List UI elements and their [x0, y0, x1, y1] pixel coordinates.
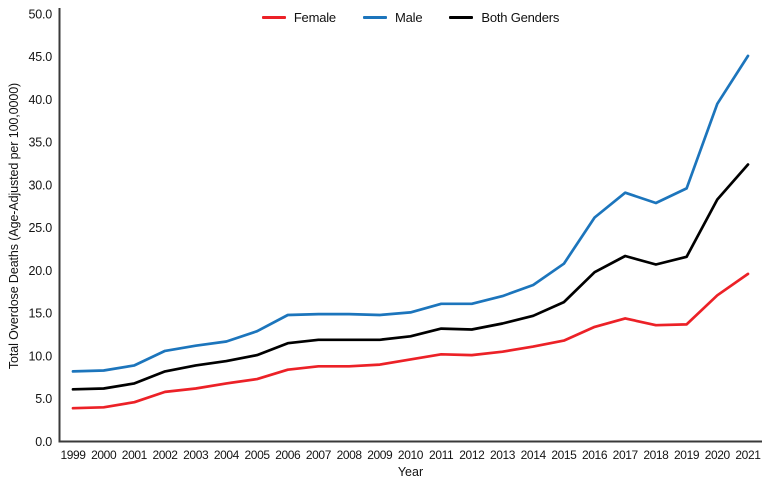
legend-swatch-male: [362, 16, 387, 19]
y-tick-label: 15.0: [28, 307, 52, 321]
legend-label: Female: [293, 10, 336, 25]
x-tick-label: 2001: [122, 448, 148, 462]
y-tick-label: 5.0: [35, 392, 52, 406]
x-tick-label: 2021: [735, 448, 761, 462]
legend-item-female: Female: [261, 10, 336, 25]
x-tick-label: 2016: [582, 448, 608, 462]
x-tick-label: 1999: [60, 448, 86, 462]
y-tick-label: 0.0: [35, 435, 52, 449]
x-tick-label: 2003: [183, 448, 209, 462]
both-genders-line: [71, 163, 750, 391]
x-tick-label: 2014: [521, 448, 547, 462]
y-tick-label: 45.0: [28, 50, 52, 64]
y-tick-label: 20.0: [28, 264, 52, 278]
x-axis-title: Year: [397, 465, 424, 479]
y-tick-label: 10.0: [28, 349, 52, 363]
legend-label: Both Genders: [481, 10, 560, 25]
x-tick-label: 2017: [613, 448, 639, 462]
x-tick-label: 2004: [214, 448, 240, 462]
x-tick-label: 2015: [551, 448, 577, 462]
chart-legend: Female Male Both Genders: [59, 10, 762, 25]
legend-item-male: Male: [362, 10, 423, 25]
y-tick-label: 25.0: [28, 221, 52, 235]
female-line: [71, 272, 750, 410]
legend-label: Male: [394, 10, 423, 25]
x-tick-label: 2008: [337, 448, 363, 462]
x-tick-label: 2013: [490, 448, 516, 462]
x-tick-label: 2020: [705, 448, 731, 462]
x-tick-label: 2009: [367, 448, 393, 462]
male-line: [71, 54, 750, 373]
x-tick-label: 2007: [306, 448, 332, 462]
x-tick-label: 2012: [459, 448, 485, 462]
y-tick-label: 50.0: [28, 7, 52, 21]
x-tick-label: 2018: [643, 448, 669, 462]
x-tick-label: 2006: [275, 448, 301, 462]
x-tick-label: 2002: [152, 448, 178, 462]
legend-swatch-female: [261, 16, 286, 19]
y-tick-label: 30.0: [28, 178, 52, 192]
y-tick-label: 40.0: [28, 93, 52, 107]
legend-swatch-both-genders: [449, 16, 474, 19]
x-tick-label: 2019: [674, 448, 700, 462]
x-tick-label: 2010: [398, 448, 424, 462]
x-tick-label: 2000: [91, 448, 117, 462]
x-tick-label: 2005: [245, 448, 271, 462]
y-tick-label: 35.0: [28, 136, 52, 150]
legend-item-both-genders: Both Genders: [449, 10, 559, 25]
x-tick-label: 2011: [429, 448, 454, 462]
